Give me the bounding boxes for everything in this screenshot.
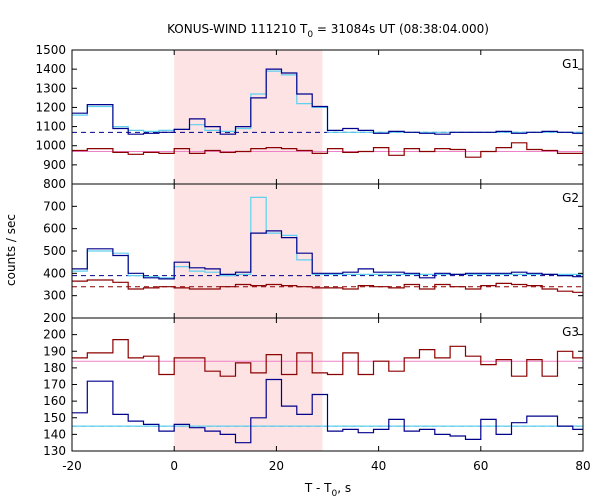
panel-g1-ytick-label: 1300 (35, 81, 66, 95)
panel-g1-label: G1 (562, 57, 579, 71)
panel-g2-blue-series (72, 230, 583, 280)
xtick-label: 40 (371, 459, 386, 473)
chart-title-suffix: = 31084s UT (08:38:04.000) (313, 22, 489, 36)
xtick-label: 80 (575, 459, 590, 473)
panel-g1-ytick-label: 1400 (35, 62, 66, 76)
chart-title-subscript: 0 (307, 30, 313, 40)
chart-title-prefix: KONUS-WIND 111210 T (167, 22, 308, 36)
panel-g3-blue-series (72, 378, 583, 444)
highlight-interval (174, 50, 323, 451)
panel-g2-cyan-series (72, 196, 583, 279)
xtick-label: 60 (473, 459, 488, 473)
panel-g1-ytick-label: 1100 (35, 120, 66, 134)
x-axis-label: T - T0, s (304, 481, 351, 499)
x-axis-label-prefix: T - T (304, 481, 332, 495)
y-axis-label: counts / sec (4, 214, 18, 286)
panel-g1-blue-series (72, 68, 583, 135)
panel-g2-ytick-label: 500 (43, 244, 66, 258)
panel-g3-ytick-label: 130 (43, 444, 66, 458)
xtick-label: 20 (269, 459, 284, 473)
panel-g2 (72, 196, 583, 293)
x-axis-label-suffix: , s (337, 481, 351, 495)
panel-g3-ytick-label: 150 (43, 411, 66, 425)
panel-g1-ytick-label: 800 (43, 177, 66, 191)
panel-g3-ytick-label: 190 (43, 344, 66, 358)
panel-g3-ytick-label: 160 (43, 394, 66, 408)
panel-g2-label: G2 (562, 191, 579, 205)
panel-g3-ytick-label: 170 (43, 378, 66, 392)
panel-g1 (72, 68, 583, 158)
x-axis-label-subscript: 0 (332, 489, 338, 499)
panel-g3-ytick-label: 200 (43, 328, 66, 342)
panel-g2-ytick-label: 600 (43, 222, 66, 236)
panel-g2-ytick-label: 700 (43, 199, 66, 213)
panel-g3-red-series (72, 339, 583, 377)
panel-g2-ytick-label: 300 (43, 289, 66, 303)
panel-g1-ytick-label: 1200 (35, 100, 66, 114)
panel-g3 (72, 339, 583, 444)
panel-g1-ytick-label: 1000 (35, 139, 66, 153)
panel-g2-frame (71, 183, 584, 319)
panel-g2-ytick-label: 200 (43, 311, 66, 325)
panel-g3-ytick-label: 180 (43, 361, 66, 375)
panel-g1-ytick-label: 1500 (35, 43, 66, 57)
panel-g3-ytick-label: 140 (43, 427, 66, 441)
panel-g2-red-series (72, 279, 583, 293)
xtick-label: 0 (170, 459, 178, 473)
panel-g3-label: G3 (562, 325, 579, 339)
xtick-label: -20 (62, 459, 82, 473)
panel-g1-red-series (72, 142, 583, 158)
panel-g1-ytick-label: 900 (43, 158, 66, 172)
panel-g2-ytick-label: 400 (43, 266, 66, 280)
chart-title: KONUS-WIND 111210 T0 = 31084s UT (08:38:… (167, 22, 489, 40)
